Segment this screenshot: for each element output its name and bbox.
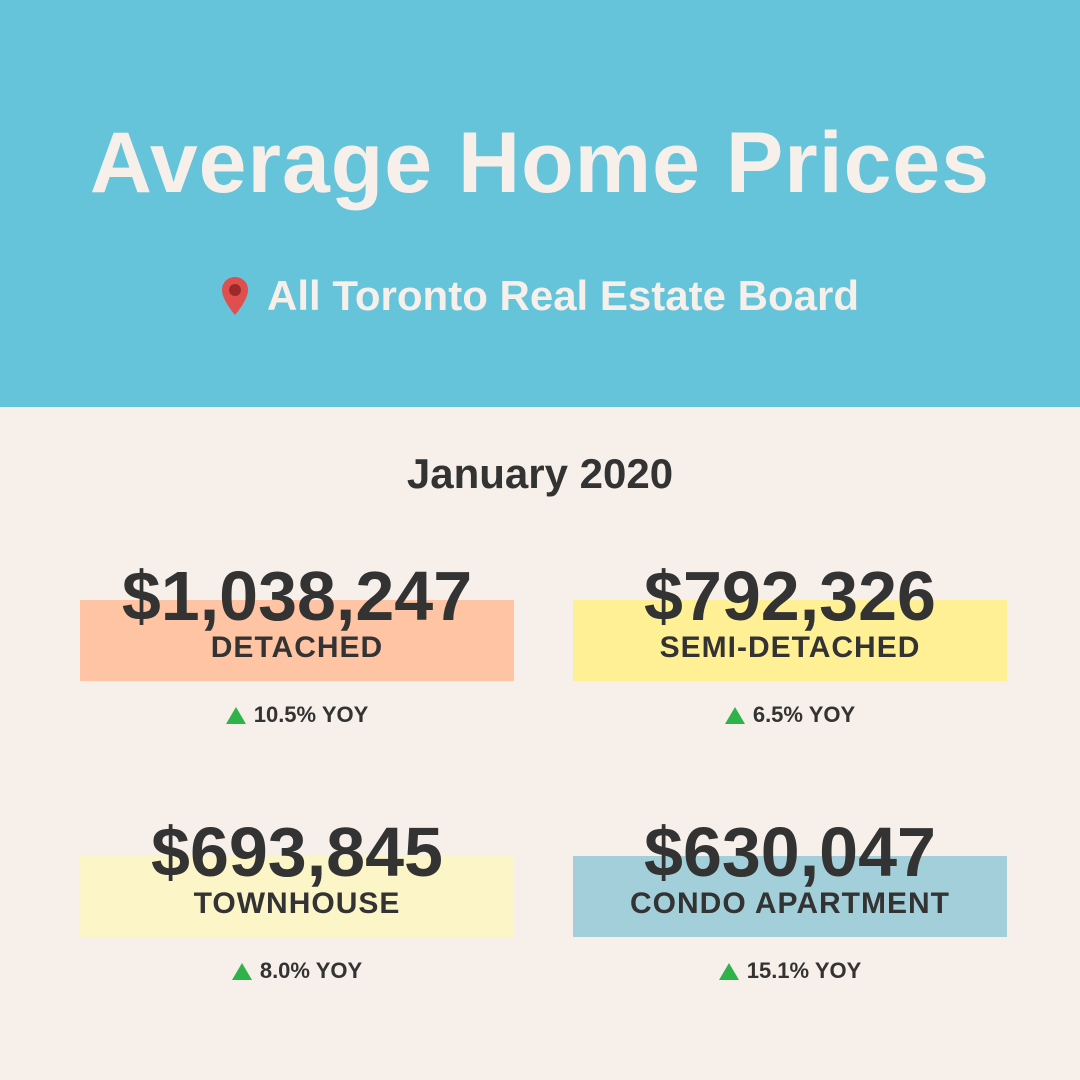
yoy-change: 6.5% YOY [573, 700, 1007, 730]
page-title: Average Home Prices [89, 115, 991, 211]
map-pin-icon [222, 277, 249, 315]
location-line: All Toronto Real Estate Board [0, 268, 1080, 324]
up-triangle-icon [724, 706, 745, 724]
price-value: $792,326 [644, 557, 936, 635]
property-type: DETACHED [210, 631, 384, 664]
yoy-change: 15.1% YOY [573, 956, 1007, 986]
price-value: $1,038,247 [121, 557, 473, 635]
price-value: $630,047 [644, 813, 936, 891]
card-band [80, 600, 514, 681]
card-band [573, 856, 1007, 937]
up-triangle-icon [718, 962, 739, 980]
location-label: All Toronto Real Estate Board [267, 272, 859, 319]
header-banner: Average Home Prices All Toronto Real Est… [0, 0, 1080, 407]
price-card-semi-detached: $792,326 SEMI-DETACHED 6.5% YOY [573, 560, 1007, 760]
property-type: CONDO APARTMENT [630, 887, 950, 920]
property-type: SEMI-DETACHED [659, 631, 921, 664]
price-value: $693,845 [151, 813, 443, 891]
up-triangle-icon [225, 706, 246, 724]
property-type: TOWNHOUSE [193, 887, 401, 920]
yoy-change: 8.0% YOY [80, 956, 514, 986]
price-card-townhouse: $693,845 TOWNHOUSE 8.0% YOY [80, 816, 514, 1016]
yoy-label: 10.5% YOY [253, 702, 369, 727]
yoy-change: 10.5% YOY [80, 700, 514, 730]
yoy-label: 6.5% YOY [752, 702, 856, 727]
price-card-detached: $1,038,247 DETACHED 10.5% YOY [80, 560, 514, 760]
card-band [573, 600, 1007, 681]
price-card-condo-apartment: $630,047 CONDO APARTMENT 15.1% YOY [573, 816, 1007, 1016]
card-band [80, 856, 514, 937]
period-label: January 2020 [406, 450, 674, 497]
up-triangle-icon [231, 962, 252, 980]
yoy-label: 15.1% YOY [746, 958, 862, 983]
yoy-label: 8.0% YOY [259, 958, 363, 983]
